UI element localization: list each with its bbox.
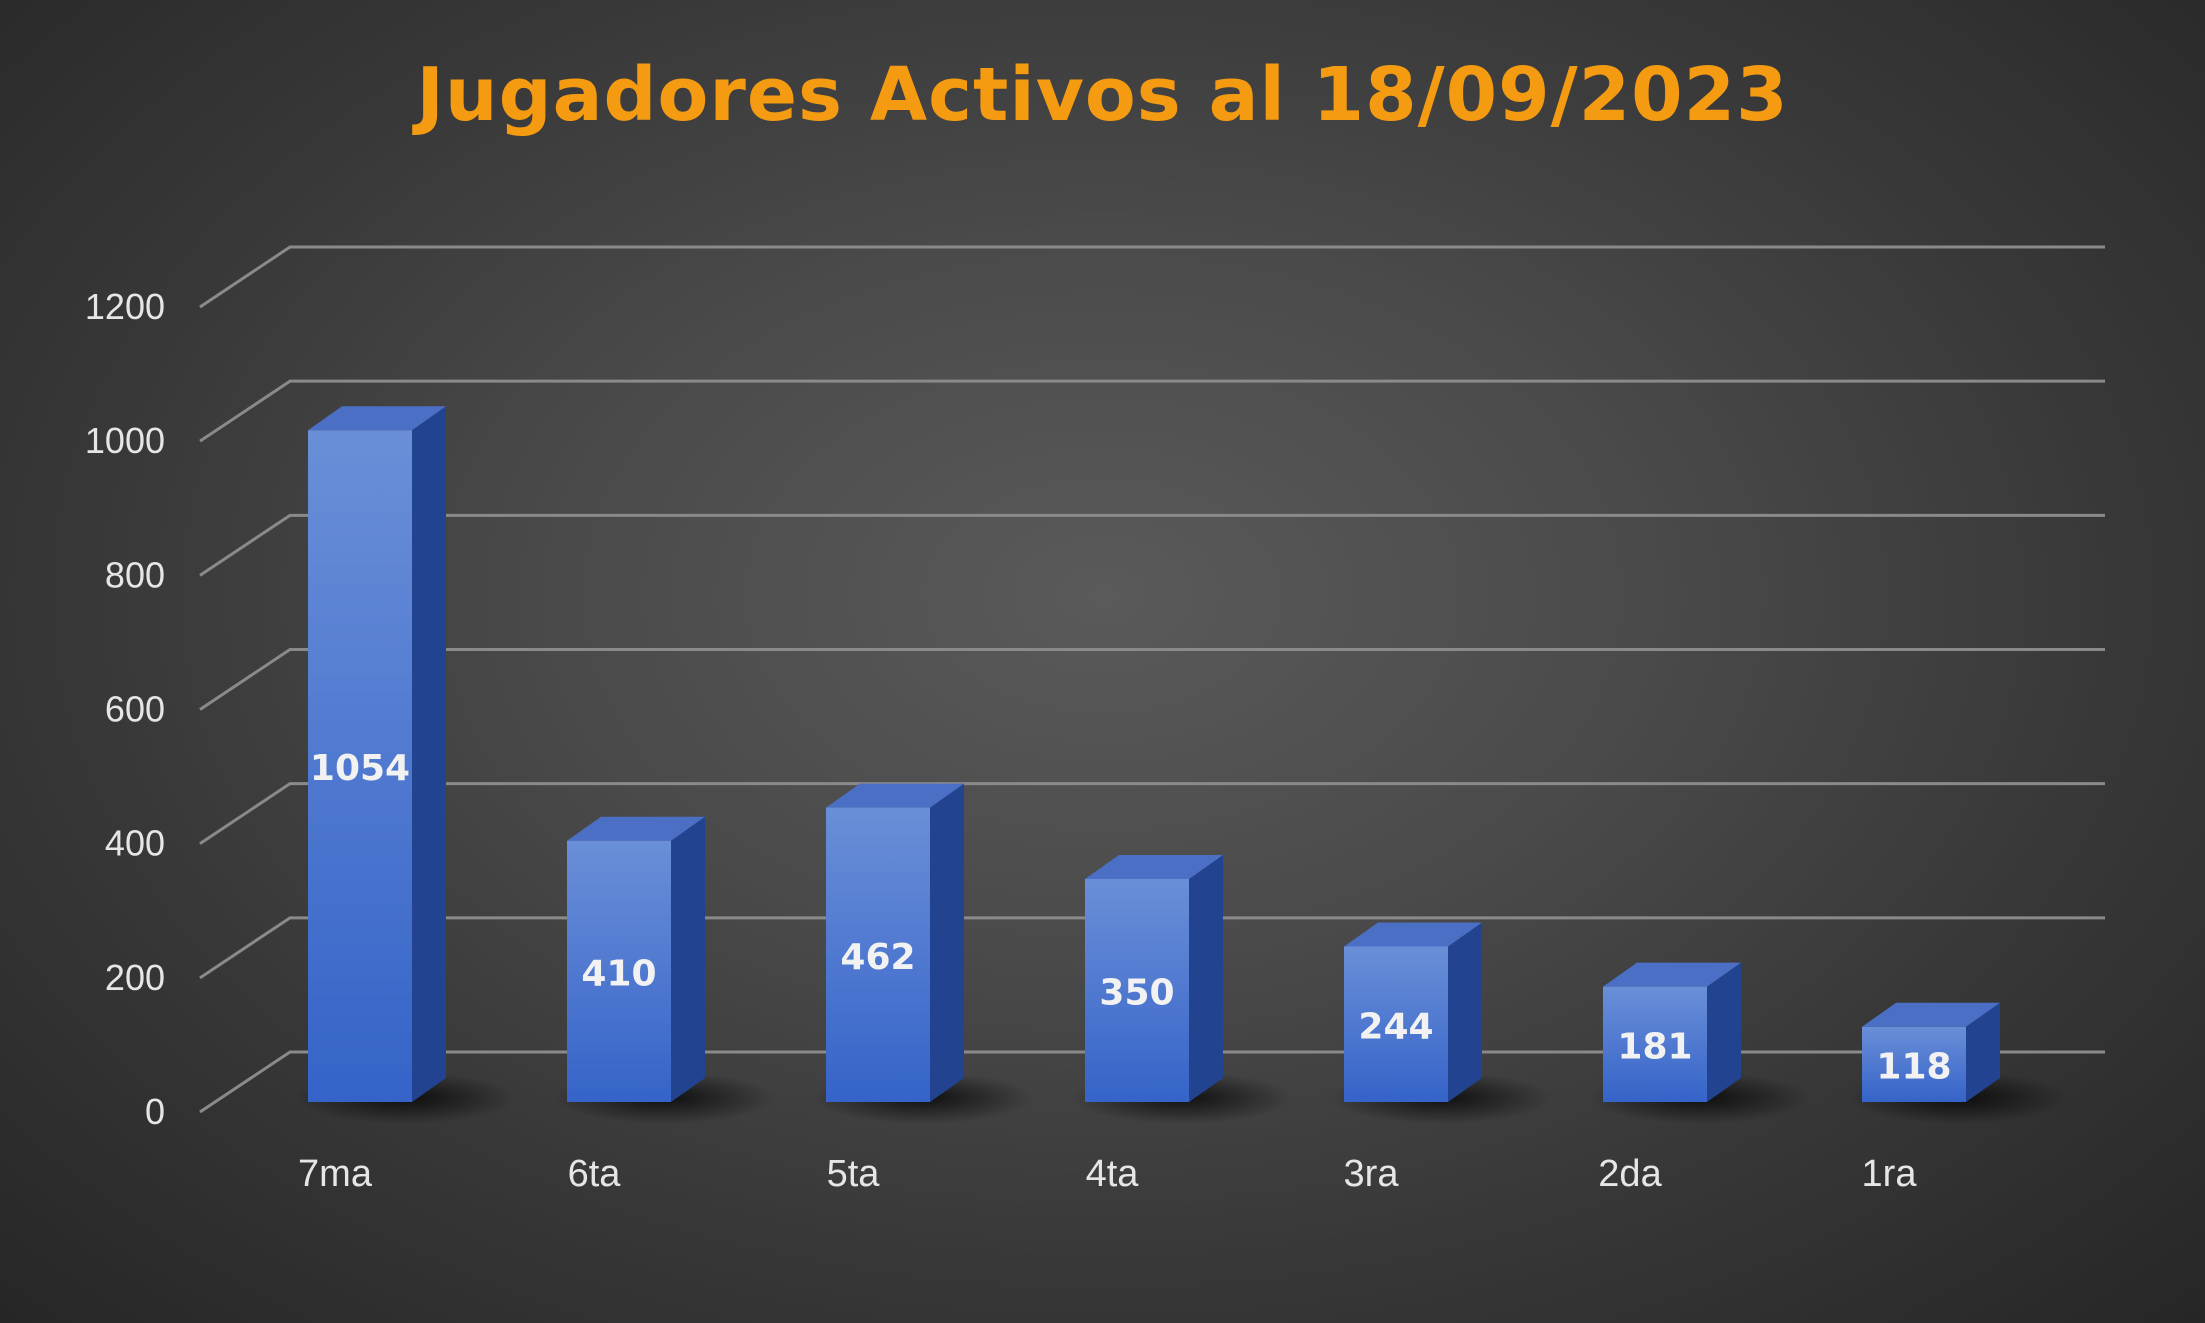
bar-top-face	[567, 816, 705, 841]
y-tick-label: 1200	[85, 286, 165, 327]
x-axis-categories: 7ma 6ta 5ta 4ta 3ra 2da 1ra	[298, 1153, 1917, 1195]
bar-side-face	[1707, 962, 1741, 1102]
bar-side-face	[671, 816, 705, 1102]
gridline	[199, 648, 2105, 711]
y-tick-label: 200	[105, 957, 165, 998]
gridline	[199, 245, 2105, 309]
gridline	[199, 1050, 2105, 1114]
x-category-label: 6ta	[568, 1153, 622, 1195]
x-category-label: 7ma	[298, 1153, 373, 1195]
gridline	[199, 916, 2105, 980]
bar	[826, 807, 930, 1102]
bar	[1862, 1026, 1966, 1102]
bar	[1085, 878, 1189, 1102]
bar	[308, 430, 412, 1103]
bar-side-face	[930, 783, 964, 1102]
y-tick-label: 400	[105, 823, 165, 864]
bar-side-face	[1189, 854, 1223, 1102]
chart-title: Jugadores Activos al 18/09/2023	[416, 52, 1789, 138]
y-tick-label: 0	[145, 1091, 165, 1132]
gridline	[199, 513, 2105, 577]
data-label: 350	[1099, 972, 1174, 1013]
bar-side-face	[412, 406, 446, 1103]
y-tick-label: 1000	[85, 420, 165, 461]
bars	[308, 406, 2000, 1103]
bar-top-face	[308, 406, 446, 431]
y-tick-label: 800	[105, 554, 165, 595]
gridline	[199, 782, 2105, 845]
bar-top-face	[1344, 922, 1482, 947]
data-label: 1054	[310, 748, 410, 789]
data-label: 118	[1876, 1046, 1951, 1087]
x-category-label: 3ra	[1344, 1153, 1400, 1195]
bar	[1344, 946, 1448, 1102]
bar-top-face	[826, 783, 964, 808]
y-tick-label: 600	[105, 689, 165, 730]
x-category-label: 5ta	[827, 1153, 881, 1195]
x-category-label: 4ta	[1086, 1153, 1140, 1195]
data-label: 462	[840, 937, 915, 978]
y-axis-ticks: 0 200 400 600 800 1000 1200	[85, 286, 165, 1132]
data-label: 410	[581, 953, 656, 994]
bar-top-face	[1862, 1002, 2000, 1027]
bar	[567, 840, 671, 1102]
data-labels: 1054 410 462 350 244 181 118	[310, 748, 1952, 1087]
x-category-label: 2da	[1598, 1153, 1662, 1195]
gridlines	[199, 245, 2105, 1114]
data-label: 181	[1617, 1026, 1692, 1067]
bar	[1603, 986, 1707, 1102]
gridline	[199, 379, 2105, 443]
data-label: 244	[1358, 1006, 1433, 1047]
bar-side-face	[1448, 922, 1482, 1102]
bar-top-face	[1085, 854, 1223, 879]
bar-side-face	[1966, 1002, 2000, 1102]
bar-top-face	[1603, 962, 1741, 987]
x-category-label: 1ra	[1862, 1153, 1918, 1195]
